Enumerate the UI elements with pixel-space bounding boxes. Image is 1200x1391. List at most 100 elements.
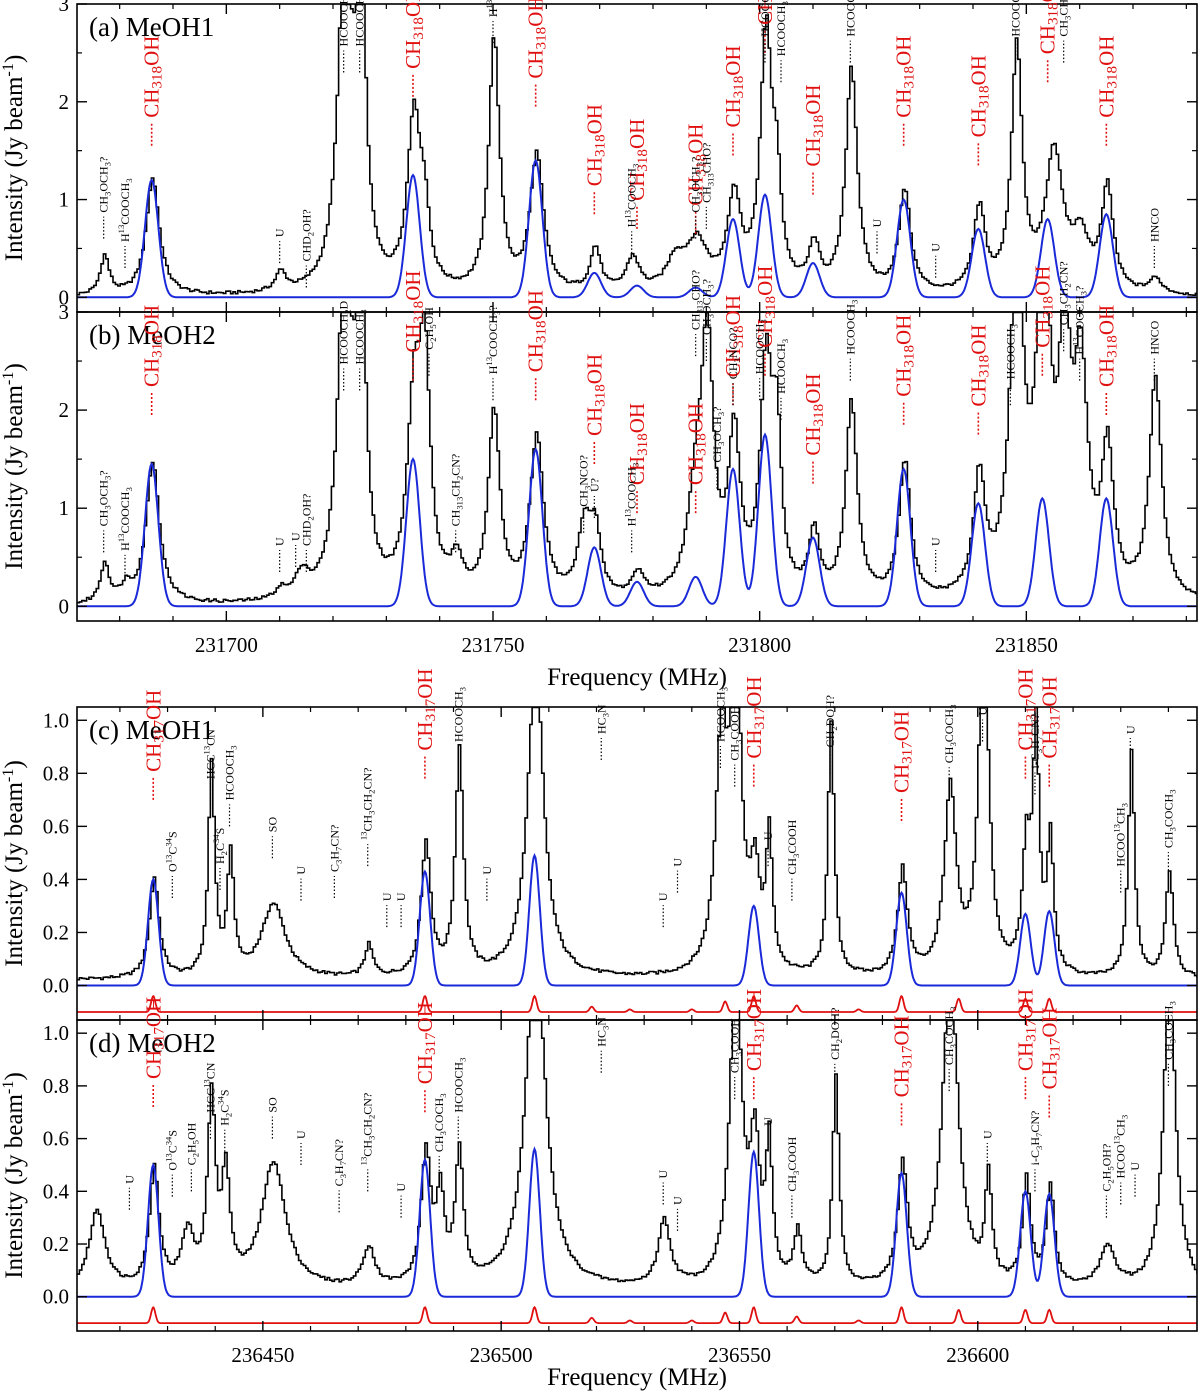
molecule-label: CH317OH — [1037, 1007, 1063, 1089]
formula-part: 317 — [900, 1045, 916, 1068]
species-label: U — [656, 1169, 670, 1178]
model-spectrum — [77, 432, 1196, 608]
formula-part: 318 — [902, 345, 918, 368]
formula-part: OH — [625, 403, 649, 433]
molecule-label: CH317OH — [1013, 989, 1039, 1071]
formula-part: CH — [728, 744, 742, 761]
formula-part: CH — [401, 323, 425, 352]
formula-part: U — [294, 866, 308, 875]
y-axis-label-main: Intensity (Jy beam — [1, 782, 28, 967]
formula-part: U — [294, 1130, 308, 1139]
formula-part: OH — [753, 266, 777, 296]
y-axis-label-sup: -1 — [0, 1081, 17, 1095]
species-label: U — [671, 1196, 685, 1205]
formula-part: 7 — [1034, 735, 1044, 740]
formula-part: 2 — [219, 851, 229, 855]
formula-part: 2 — [1105, 1179, 1115, 1183]
formula-part: 3 — [780, 1, 790, 5]
species-label: HCOOCH3 — [774, 1, 790, 56]
species-label: U — [394, 892, 408, 901]
formula-part: NCO? — [726, 328, 740, 359]
y-tick-label: 2 — [59, 398, 70, 422]
formula-part: 313 — [705, 173, 715, 186]
formula-part: COOCH — [486, 315, 500, 357]
molecule-label: CH318OH — [892, 36, 918, 118]
formula-part: OH? — [1099, 1144, 1113, 1167]
formula-part: 3 — [1034, 749, 1044, 753]
formula-part: 3 — [631, 463, 641, 467]
formula-part: OCH — [97, 166, 111, 192]
formula-part: 3 — [948, 1007, 958, 1011]
formula-part: CN? — [361, 768, 375, 790]
formula-part: U — [980, 1130, 994, 1139]
formula-part: COCH — [1161, 1005, 1175, 1039]
species-label: HCOO13CH3 — [1112, 803, 1130, 867]
formula-part: 13 — [163, 855, 173, 864]
species-label: U — [394, 1183, 408, 1192]
species-label: C3H7CN? — [332, 1139, 348, 1186]
molecule-label: CH318OH — [524, 290, 550, 372]
y-tick-label: 1 — [59, 496, 70, 520]
x-axis-label: Frequency (MHz) — [547, 664, 727, 691]
formula-part: 34 — [216, 1095, 226, 1104]
formula-part: OCH — [689, 166, 703, 192]
species-label: SO — [265, 1097, 279, 1113]
species-label: CH3OCH3? — [97, 157, 113, 213]
y-tick-label: 0.2 — [43, 1232, 69, 1256]
formula-part: 318 — [731, 76, 747, 99]
formula-part: CH — [699, 318, 713, 335]
formula-part: 3 — [705, 284, 715, 288]
molecule-label: CH318OH — [801, 373, 827, 455]
formula-part: CH — [582, 407, 606, 436]
formula-part: 7 — [1034, 1132, 1044, 1137]
formula-part: 3 — [438, 1093, 448, 1097]
formula-part: OH — [721, 45, 745, 75]
formula-part: NCO? — [577, 455, 591, 486]
y-tick-label: 0 — [59, 285, 70, 309]
molecule-label: CH318OH — [140, 305, 166, 387]
formula-part: H — [422, 328, 436, 337]
y-tick-label: 3 — [59, 0, 70, 16]
species-label: U — [480, 866, 494, 875]
formula-part: 3 — [338, 1174, 348, 1178]
formula-part: COCH — [432, 1097, 446, 1131]
formula-part: 13 — [201, 1079, 211, 1088]
species-label: CH313CH2CN? — [449, 454, 465, 527]
formula-part: COOCH — [625, 467, 639, 509]
formula-part: 3 — [103, 192, 113, 196]
formula-part: CH — [413, 1055, 437, 1084]
formula-part: HCOOCH — [774, 5, 788, 56]
formula-part: OCH — [710, 416, 724, 442]
formula-part: OH — [140, 36, 164, 66]
molecule-label: CH317OH — [141, 997, 167, 1079]
y-tick-label: 0.0 — [43, 1285, 69, 1309]
y-axis-label: Intensity (Jy beam-1) — [0, 760, 28, 967]
molecule-label: CH317OH — [742, 676, 768, 758]
molecule-label: CH318OH — [966, 55, 992, 137]
formula-part: 3 — [705, 314, 715, 318]
species-label: CH3OCH3? — [710, 407, 726, 463]
formula-part: 13 — [623, 210, 633, 219]
panel-frame — [76, 311, 1198, 622]
molecule-label: CH318OH — [625, 119, 651, 201]
formula-part: C — [165, 1145, 179, 1153]
formula-part: 318 — [411, 301, 427, 324]
formula-part: OH — [966, 324, 990, 354]
formula-part: COOCH — [625, 168, 639, 210]
formula-part: H — [1073, 346, 1087, 355]
species-label: U — [294, 1130, 308, 1139]
formula-part: 317 — [1047, 1037, 1063, 1060]
species-label: H13COOCH3 — [116, 487, 134, 551]
formula-part: CN? — [1057, 261, 1071, 283]
species-label: CH3NCO? — [726, 328, 742, 380]
y-tick-label: 0.0 — [43, 974, 69, 998]
formula-part: N — [594, 704, 608, 713]
species-label: C2H5OH — [422, 307, 438, 350]
formula-part: HCOO — [1114, 1144, 1128, 1178]
y-tick-label: 1.0 — [43, 708, 69, 732]
formula-part: 3 — [791, 1171, 801, 1175]
formula-part: CH — [892, 89, 916, 118]
formula-part: HCOOCH — [753, 323, 767, 374]
formula-part: CH — [449, 509, 463, 526]
formula-part: 3 — [734, 1052, 744, 1056]
